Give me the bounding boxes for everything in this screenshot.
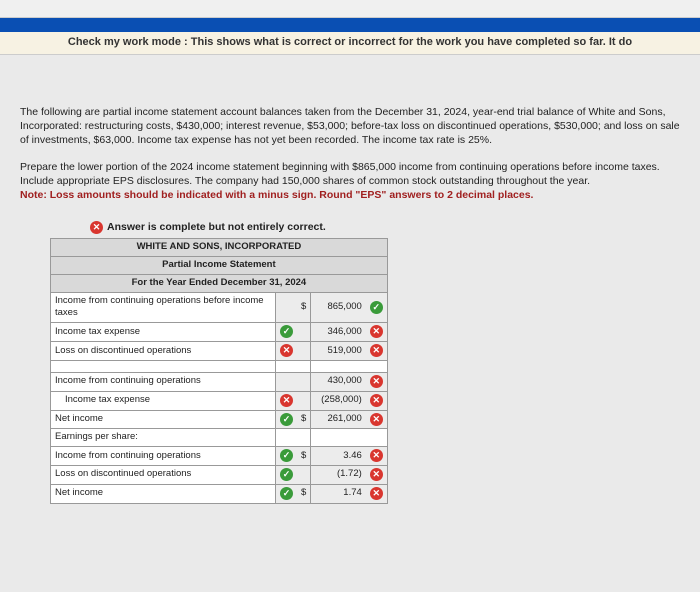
row-label: Earnings per share: xyxy=(51,429,276,447)
row-currency xyxy=(297,372,311,391)
income-statement-table: WHITE AND SONS, INCORPORATED Partial Inc… xyxy=(50,238,388,503)
table-row: Net income ✓ $ 1.74 ✕ xyxy=(51,484,388,503)
row-mark-left: ✕ xyxy=(276,391,298,410)
row-mark-right: ✓ xyxy=(366,292,388,323)
row-mark-left: ✓ xyxy=(276,484,298,503)
table-row: Income from continuing operations before… xyxy=(51,292,388,323)
row-label: Income from continuing operations before… xyxy=(51,292,276,323)
intro-paragraph-1: The following are partial income stateme… xyxy=(20,105,680,148)
header-title: Partial Income Statement xyxy=(51,257,388,275)
row-label[interactable]: Income tax expense xyxy=(51,391,276,410)
row-mark-left: ✓ xyxy=(276,447,298,466)
x-icon: ✕ xyxy=(370,325,383,338)
intro-p2-text: Prepare the lower portion of the 2024 in… xyxy=(20,161,660,187)
table-row: Net income ✓ $ 261,000 ✕ xyxy=(51,410,388,429)
row-value[interactable]: 1.74 xyxy=(311,484,366,503)
row-label[interactable]: Income from continuing operations xyxy=(51,372,276,391)
header-company: WHITE AND SONS, INCORPORATED xyxy=(51,239,388,257)
x-icon: ✕ xyxy=(370,468,383,481)
row-label[interactable]: Income tax expense xyxy=(51,323,276,342)
table-row: Income from continuing operations ✓ $ 3.… xyxy=(51,447,388,466)
table-row: Loss on discontinued operations ✕ 519,00… xyxy=(51,342,388,361)
check-icon: ✓ xyxy=(370,301,383,314)
check-icon: ✓ xyxy=(280,325,293,338)
check-mode-text: Check my work mode : This shows what is … xyxy=(68,36,632,48)
spacer-row xyxy=(51,360,388,372)
row-label[interactable]: Loss on discontinued operations xyxy=(51,342,276,361)
row-mark-left: ✓ xyxy=(276,410,298,429)
note-text: Note: Loss amounts should be indicated w… xyxy=(20,189,533,201)
row-value[interactable]: (258,000) xyxy=(311,391,366,410)
row-value[interactable]: 346,000 xyxy=(311,323,366,342)
row-value[interactable]: 865,000 xyxy=(311,292,366,323)
row-mark-right: ✕ xyxy=(366,410,388,429)
x-icon: ✕ xyxy=(280,394,293,407)
row-value[interactable]: 430,000 xyxy=(311,372,366,391)
row-mark-right: ✕ xyxy=(366,391,388,410)
row-value[interactable]: 261,000 xyxy=(311,410,366,429)
blue-banner xyxy=(0,18,700,32)
x-icon: ✕ xyxy=(370,487,383,500)
table-row: Income from continuing operations 430,00… xyxy=(51,372,388,391)
intro-paragraph-2: Prepare the lower portion of the 2024 in… xyxy=(20,160,680,203)
check-mode-bar: Check my work mode : This shows what is … xyxy=(0,32,700,55)
row-currency: $ xyxy=(297,292,311,323)
content-area: The following are partial income stateme… xyxy=(0,55,700,524)
table-row: Income tax expense ✕ (258,000) ✕ xyxy=(51,391,388,410)
x-icon: ✕ xyxy=(370,413,383,426)
row-currency xyxy=(297,391,311,410)
x-icon: ✕ xyxy=(90,221,103,234)
row-currency xyxy=(297,465,311,484)
row-currency xyxy=(297,323,311,342)
x-icon: ✕ xyxy=(370,449,383,462)
page-container: Check my work mode : This shows what is … xyxy=(0,0,700,592)
row-mark-right: ✕ xyxy=(366,372,388,391)
row-mark-right: ✕ xyxy=(366,484,388,503)
row-value[interactable]: (1.72) xyxy=(311,465,366,484)
row-label[interactable]: Income from continuing operations xyxy=(51,447,276,466)
row-value[interactable]: 3.46 xyxy=(311,447,366,466)
row-currency xyxy=(297,342,311,361)
row-currency: $ xyxy=(297,447,311,466)
row-label[interactable]: Net income xyxy=(51,484,276,503)
row-mark-left xyxy=(276,292,298,323)
table-row: Earnings per share: xyxy=(51,429,388,447)
x-icon: ✕ xyxy=(370,344,383,357)
table-row: Income tax expense ✓ 346,000 ✕ xyxy=(51,323,388,342)
row-mark-right: ✕ xyxy=(366,342,388,361)
answer-status-text: Answer is complete but not entirely corr… xyxy=(107,220,326,234)
row-mark-right: ✕ xyxy=(366,465,388,484)
x-icon: ✕ xyxy=(280,344,293,357)
check-icon: ✓ xyxy=(280,449,293,462)
row-mark-left xyxy=(276,372,298,391)
top-strip xyxy=(0,0,700,18)
x-icon: ✕ xyxy=(370,375,383,388)
row-currency: $ xyxy=(297,484,311,503)
check-icon: ✓ xyxy=(280,468,293,481)
row-mark-left: ✓ xyxy=(276,465,298,484)
row-mark-left: ✓ xyxy=(276,323,298,342)
row-label[interactable]: Loss on discontinued operations xyxy=(51,465,276,484)
row-mark-right: ✕ xyxy=(366,323,388,342)
row-mark-left: ✕ xyxy=(276,342,298,361)
row-value[interactable]: 519,000 xyxy=(311,342,366,361)
check-icon: ✓ xyxy=(280,487,293,500)
check-icon: ✓ xyxy=(280,413,293,426)
row-currency: $ xyxy=(297,410,311,429)
row-label[interactable]: Net income xyxy=(51,410,276,429)
answer-status: ✕ Answer is complete but not entirely co… xyxy=(90,220,326,234)
x-icon: ✕ xyxy=(370,394,383,407)
row-mark-right: ✕ xyxy=(366,447,388,466)
table-row: Loss on discontinued operations ✓ (1.72)… xyxy=(51,465,388,484)
header-period: For the Year Ended December 31, 2024 xyxy=(51,274,388,292)
